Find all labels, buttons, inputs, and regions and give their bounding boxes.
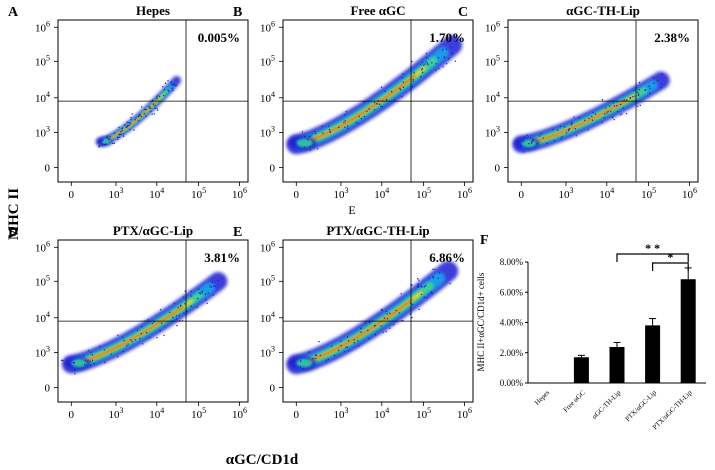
y-tick-label: 0 [495,162,501,174]
y-axis-title: MHC II [6,188,22,240]
significance-bracket [652,262,689,271]
density-cloud [286,261,459,375]
quadrant-percent: 2.38% [654,30,690,45]
panel-letter: E [233,225,242,240]
x-tick-label: 103 [333,186,348,201]
x-tick-label: 106 [682,186,697,201]
panel-title: PTX/αGC-TH-Lip [326,223,429,238]
panel-title: αGC-TH-Lip [566,3,640,18]
y-tick-label: 103 [260,345,275,360]
panel-letter: A [8,5,19,20]
panel-title: Free αGC [350,3,405,18]
panel-letter: C [458,5,468,20]
y-tick-label: 106 [35,239,50,254]
y-tick-label: 105 [485,53,500,68]
x-tick-label: 0 [519,189,525,201]
x-tick-label: 0 [294,409,300,421]
y-tick-label: 103 [35,125,50,140]
panel-letter: F [480,233,489,248]
x-tick-label: 0 [69,409,75,421]
y-tick-label: 103 [485,125,500,140]
significance-label: * [667,250,673,264]
stray-label: E [348,203,355,217]
quadrant-percent: 6.86% [429,250,465,265]
y-tick-label: 0 [45,382,51,394]
quadrant-percent: 1.70% [429,30,465,45]
panel-letter: B [233,5,242,20]
x-tick-label: 105 [416,406,431,421]
y-tick-label: 103 [35,345,50,360]
y-tick-label: 8.00% [500,257,524,267]
x-tick-label: 0 [294,189,300,201]
density-cloud [60,272,228,375]
x-tick-label: 104 [149,406,164,421]
flow-panel-d: D PTX/αGC-Lip 3.81% 0 0 103 103 104 104 105 105 106… [8,223,249,421]
density-cloud [286,35,463,155]
x-tick-label: 104 [374,406,389,421]
quadrant-percent: 3.81% [204,250,240,265]
x-tick-label: 106 [232,186,247,201]
y-axis-label: MHC II+αGC/CD1d+ cells [476,272,486,371]
x-tick-label: 105 [191,406,206,421]
panel-title: Hepes [136,3,170,18]
significance-bracket [616,253,689,262]
flow-panel-a: A Hepes 0.005% 0 0 103 103 104 104 105 105 106 106 [8,3,249,201]
y-tick-label: 104 [35,310,50,325]
bar-chart-panel-f: F 0.00% 2.00% 4.00% 6.00% 8.00% MHC II+αGC/CD1… [476,233,706,431]
quadrant-percent: 0.005% [198,30,240,45]
bar [680,279,696,383]
y-tick-label: 104 [260,90,275,105]
y-tick-label: 105 [260,273,275,288]
panel-letter: D [8,225,18,240]
x-tick-label: 104 [374,186,389,201]
x-tick-label: 106 [232,406,247,421]
category-label: PTX/αGC-Lip [624,388,659,423]
y-tick-label: 0.00% [500,378,524,388]
bar [645,325,661,383]
bar [573,357,589,383]
y-tick-label: 105 [35,53,50,68]
y-tick-label: 2.00% [500,348,524,358]
category-label: αGC-TH-Lip [591,388,623,420]
category-label: Hepes [533,389,551,407]
y-tick-label: 104 [260,310,275,325]
y-tick-label: 103 [260,125,275,140]
y-tick-label: 4.00% [500,318,524,328]
x-tick-label: 103 [108,406,123,421]
x-tick-label: 103 [558,186,573,201]
x-axis-title: αGC/CD1d [226,452,299,468]
flow-panel-b: B Free αGC 1.70% 0 0 103 103 104 104 105 105 106 106 [233,3,474,201]
x-tick-label: 104 [599,186,614,201]
x-tick-label: 105 [191,186,206,201]
y-tick-label: 0 [270,382,276,394]
y-tick-label: 106 [35,19,50,34]
x-tick-label: 0 [69,189,75,201]
y-tick-label: 106 [485,19,500,34]
y-tick-label: 106 [260,239,275,254]
x-tick-label: 106 [457,406,472,421]
x-tick-label: 106 [457,186,472,201]
y-tick-label: 105 [35,273,50,288]
x-tick-label: 105 [641,186,656,201]
x-tick-label: 104 [149,186,164,201]
x-tick-label: 103 [108,186,123,201]
x-tick-label: 103 [333,406,348,421]
density-cloud [96,76,182,148]
y-tick-label: 104 [485,90,500,105]
y-tick-label: 0 [270,162,276,174]
y-tick-label: 6.00% [500,287,524,297]
category-label: Free αGC [562,389,587,414]
y-tick-label: 105 [260,53,275,68]
x-tick-label: 105 [416,186,431,201]
y-tick-label: 106 [260,19,275,34]
panel-title: PTX/αGC-Lip [113,223,193,238]
y-tick-label: 0 [45,162,51,174]
bar [609,347,625,383]
significance-label: * * [645,241,660,255]
y-tick-label: 104 [35,90,50,105]
